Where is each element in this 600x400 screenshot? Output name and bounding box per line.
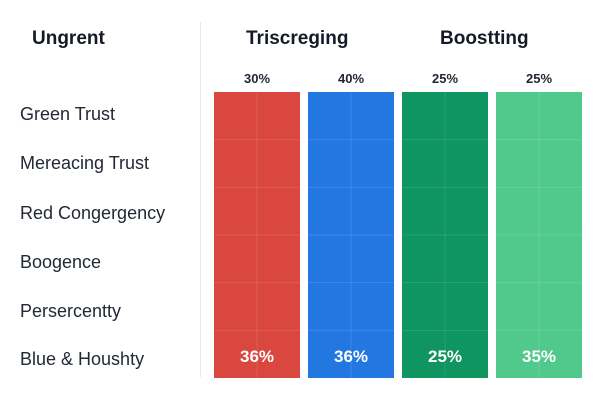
column-bar xyxy=(402,92,488,378)
row-label: Mereacing Trust xyxy=(20,153,150,173)
column-bottom-label: 36% xyxy=(334,347,368,366)
column-top-label: 25% xyxy=(432,71,458,86)
column-top-label: 25% xyxy=(526,71,552,86)
column-header-left: Ungrent xyxy=(32,28,105,49)
row-label: Blue & Houshty xyxy=(20,349,145,369)
vertical-divider xyxy=(200,22,201,377)
row-label: Boogence xyxy=(20,252,102,272)
row-label: Persercentty xyxy=(20,301,122,321)
column-bottom-label: 25% xyxy=(428,347,462,366)
column-bar xyxy=(308,92,394,378)
column-top-label: 40% xyxy=(338,71,364,86)
row-label: Red Congergency xyxy=(20,203,166,223)
column-bottom-label: 36% xyxy=(240,347,274,366)
column-bar xyxy=(214,92,300,378)
column-bar xyxy=(496,92,582,378)
column-header-middle: Triscreging xyxy=(246,28,349,49)
column-top-label: 30% xyxy=(244,71,270,86)
row-label: Green Trust xyxy=(20,104,116,124)
column-bottom-label: 35% xyxy=(522,347,556,366)
column-header-right: Boostting xyxy=(440,28,529,49)
